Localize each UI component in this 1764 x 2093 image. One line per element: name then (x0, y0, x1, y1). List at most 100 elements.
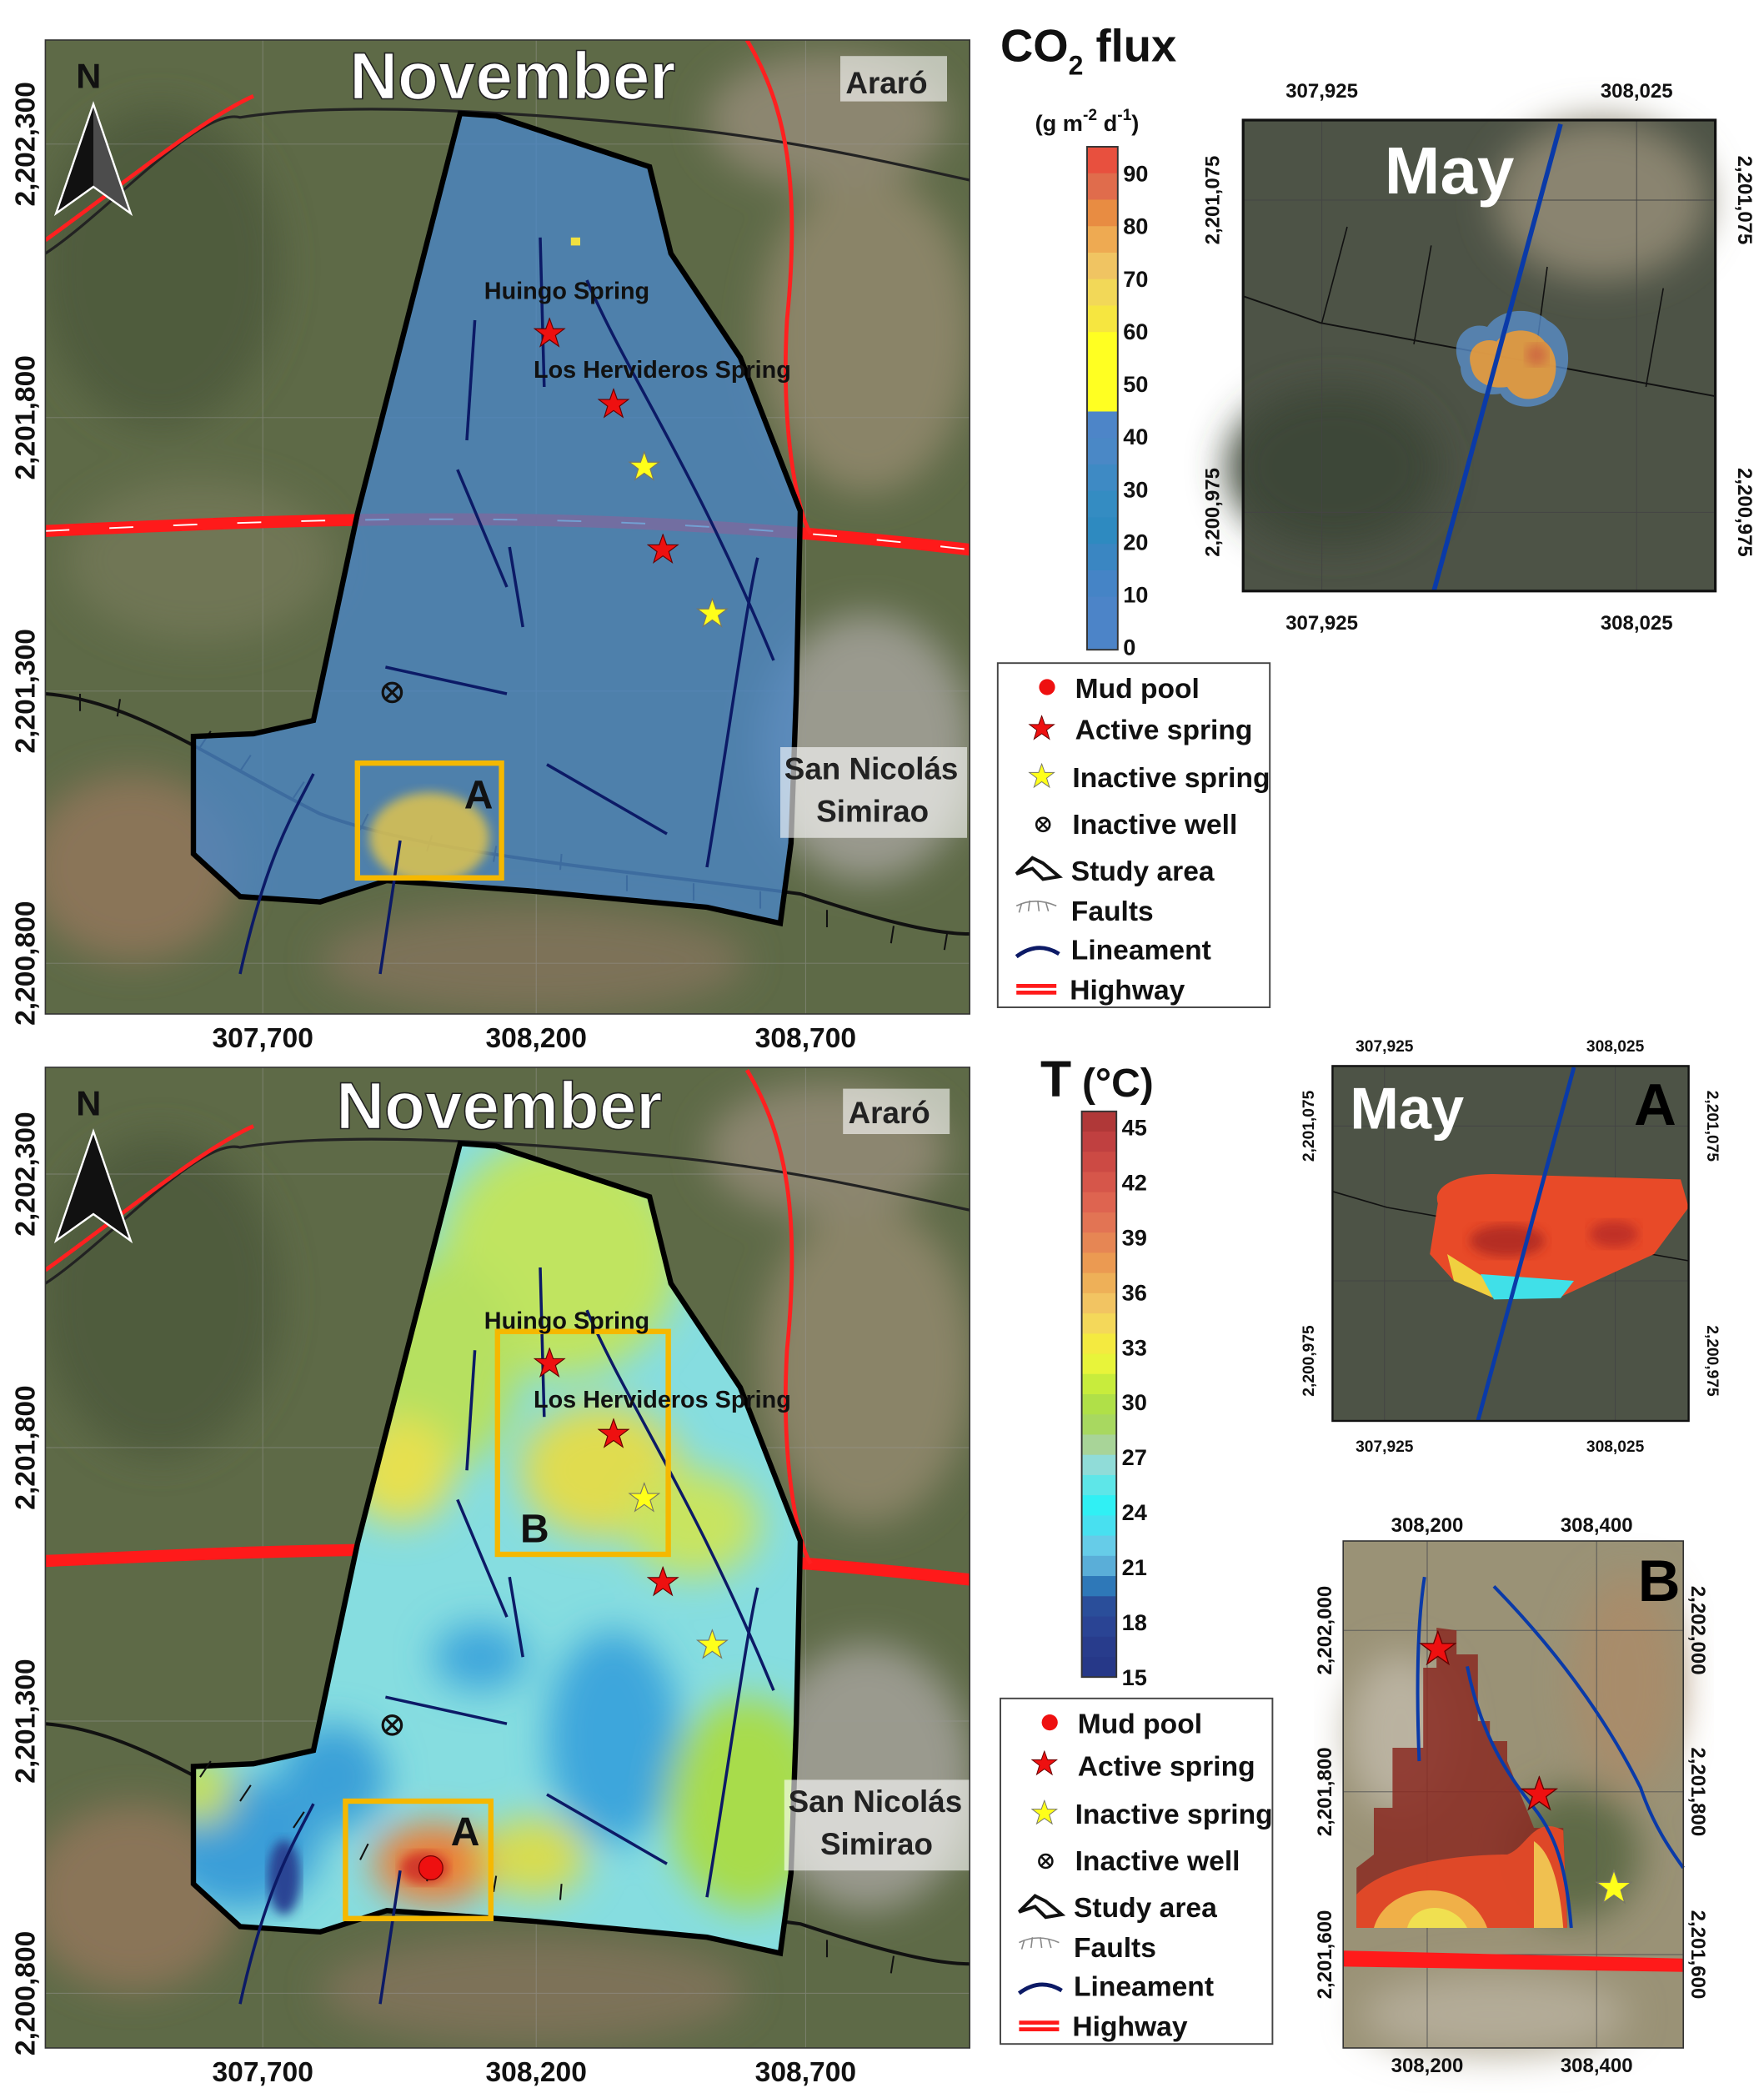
colorbar-segment (1081, 1172, 1117, 1193)
colorbar-segment (1081, 1434, 1117, 1456)
legend: Mud pool Active spring Inactive spring I… (1000, 1697, 1274, 2045)
co2-scale-unit: (g m-2 d-1) (1035, 107, 1140, 136)
colorbar-segment (1081, 1373, 1117, 1395)
colorbar-segment (1081, 1656, 1117, 1678)
highway (1343, 1950, 1684, 1972)
colorbar-segment (1081, 1555, 1117, 1577)
town-san-nicolas: San Nicolás (789, 1784, 963, 1819)
colorbar-segment (1081, 1292, 1117, 1314)
temperature-map: B A Huingo Spring Los Hervideros Spring … (11, 1067, 970, 2088)
study-area-outline (190, 1140, 804, 1957)
colorbar-tick-label: 30 (1122, 1389, 1147, 1415)
road (45, 1068, 813, 1565)
legend-label: Inactive spring (1072, 763, 1270, 794)
colorbar-segment (1087, 596, 1118, 625)
box-a (343, 1798, 494, 1921)
colorbar-tick-label: 27 (1122, 1444, 1147, 1470)
y-tick: 2,201,800 (11, 1385, 42, 1509)
legend-label: Study area (1071, 856, 1215, 887)
legend-label: Highway (1072, 2012, 1187, 2043)
colorbar-tick-label: 80 (1123, 213, 1148, 239)
lineaments (238, 1267, 775, 2005)
inset-title: May (1385, 133, 1515, 208)
colorbar-segment (1087, 411, 1118, 439)
colorbar-tick-label: 10 (1123, 581, 1148, 607)
x-tick: 307,700 (212, 1023, 313, 1054)
los-hervideros-spring-label: Los Hervideros Spring (534, 357, 791, 384)
colorbar-segment (1081, 1535, 1117, 1557)
lineament-icon (1015, 946, 1060, 959)
inset-label: A (1634, 1072, 1676, 1137)
colorbar-segment (1087, 438, 1118, 465)
colorbar-tick-label: 50 (1123, 371, 1148, 397)
y-tick: 2,200,975 (1703, 1325, 1721, 1397)
colorbar-segment (1081, 1252, 1117, 1274)
colorbar-tick-label: 21 (1122, 1554, 1147, 1580)
highway-icon (1016, 984, 1057, 995)
town-ararо: Araró (845, 66, 927, 100)
colorbar-segment (1087, 199, 1118, 228)
colorbar-segment (1081, 1111, 1117, 1132)
y-tick: 2,201,600 (1686, 1910, 1709, 2000)
colorbar-segment (1087, 464, 1118, 492)
colorbar-segment (1081, 1212, 1117, 1233)
legend-label: Active spring (1078, 1752, 1255, 1783)
x-tick: 307,700 (212, 2057, 313, 2088)
inactive-well-icon (1035, 816, 1051, 833)
legend-label: Study area (1074, 1893, 1217, 1924)
fault-line (1242, 295, 1716, 398)
box-b (494, 1328, 671, 1558)
x-tick: 308,025 (1601, 612, 1673, 635)
colorbar-segment (1087, 173, 1118, 201)
co2-anomaly (369, 792, 490, 884)
co2-may-inset: May 307,925 308,025 307,925 308,025 2,20… (1201, 80, 1755, 635)
satellite-texture (45, 53, 970, 1014)
colorbar-segment (1087, 623, 1118, 650)
mud-pool-marker (418, 1855, 444, 1881)
temperature-may-inset-a: May A 307,925 308,025 307,925 308,025 2,… (1300, 1038, 1721, 1456)
y-tick: 2,201,300 (11, 629, 42, 753)
colorbar-tick-label: 39 (1122, 1224, 1147, 1250)
x-tick: 308,200 (1391, 1514, 1464, 1537)
colorbar-segments (1087, 147, 1118, 650)
x-tick: 307,925 (1356, 1438, 1414, 1456)
lineament (1476, 1067, 1576, 1422)
colorbar-segment (1087, 305, 1118, 334)
colorbar-tick-label: 42 (1122, 1170, 1147, 1196)
x-axis-ticks: 307,700 308,200 308,700 (212, 1023, 856, 1054)
x-tick: 307,925 (1285, 80, 1358, 103)
inactive-well-marker (381, 681, 403, 704)
temperature-colorbar: T (°C) 45 42 39 36 33 30 27 24 21 18 15 (1040, 1051, 1154, 1690)
colorbar-segment (1081, 1272, 1117, 1294)
inset-title: May (1350, 1076, 1464, 1142)
legend-label: Inactive well (1075, 1846, 1240, 1877)
legend-label: Mud pool (1078, 1709, 1202, 1739)
colorbar-segment (1081, 1232, 1117, 1254)
legend-label: Highway (1070, 975, 1185, 1006)
colorbar-segment (1081, 1474, 1117, 1496)
inactive-well-icon (1038, 1853, 1054, 1870)
y-tick: 2,201,800 (1314, 1747, 1336, 1836)
inset-label: B (1638, 1548, 1681, 1614)
colorbar-segment (1087, 332, 1118, 359)
x-tick: 308,700 (755, 2057, 856, 2088)
colorbar-tick-label: 20 (1123, 529, 1148, 555)
temperature-inset-b: B 308,200 308,400 308,200 308,400 2,202,… (1314, 1514, 1709, 2077)
y-axis-ticks: 2,202,300 2,201,800 2,201,300 2,200,800 (11, 82, 42, 1026)
colorbar-segment (1087, 384, 1118, 413)
colorbar-segment (1087, 226, 1118, 253)
colorbar-segment (1081, 1414, 1117, 1436)
legend-label: Faults (1074, 1933, 1156, 1964)
lineaments (1416, 1576, 1685, 1929)
mud-pool-icon (1041, 1714, 1058, 1731)
lineament (1431, 123, 1563, 592)
study-area-icon (1017, 1894, 1066, 1920)
colorbar-tick-label: 90 (1123, 161, 1148, 187)
legend: Mud pool Active spring Inactive spring I… (996, 662, 1271, 1008)
colorbar-segment (1081, 1596, 1117, 1618)
y-tick: 2,201,075 (1300, 1090, 1318, 1162)
y-tick: 2,201,800 (1686, 1747, 1709, 1836)
x-tick: 308,025 (1601, 80, 1673, 103)
y-tick: 2,202,000 (1314, 1586, 1336, 1675)
colorbar-tick-label: 45 (1122, 1115, 1147, 1141)
